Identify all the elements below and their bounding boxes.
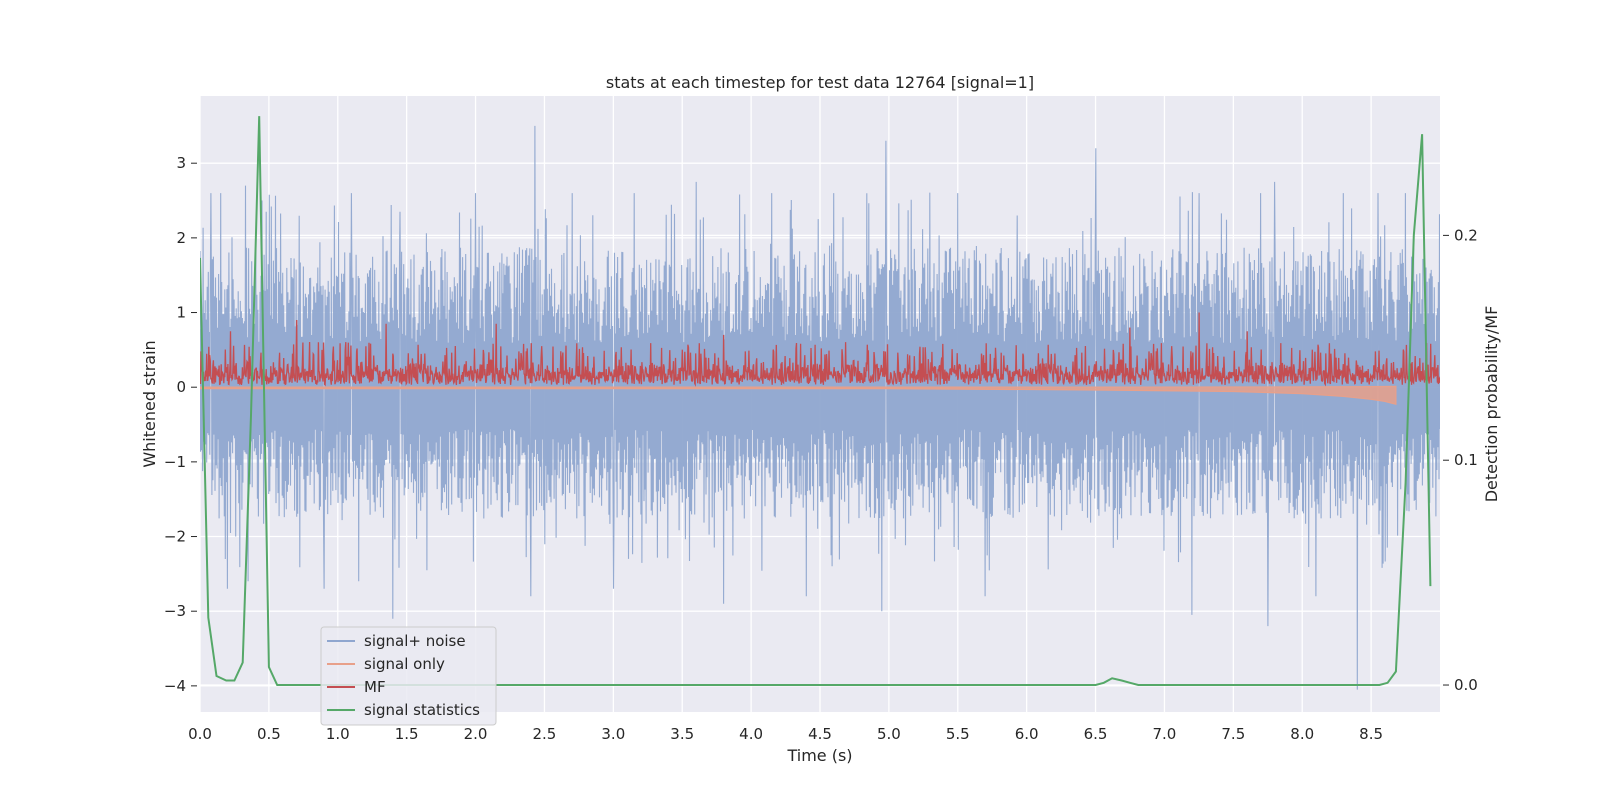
y2-axis-label: Detection probability/MF [1482, 306, 1501, 503]
x-tick-label: 5.5 [946, 725, 970, 743]
x-tick-label: 7.0 [1153, 725, 1177, 743]
series-signal-only-line [200, 385, 1397, 405]
y2-tick-label: 0.1 [1454, 451, 1478, 469]
y-tick-label: −1 [164, 453, 186, 471]
x-tick-label: 2.0 [464, 725, 488, 743]
tick-labels: 0.0 0.5 1.0 1.5 2.0 2.5 3.0 3.5 4.0 4.5 5.0 5.5 6.0 6… [164, 154, 1478, 743]
x-tick-label: 8.0 [1290, 725, 1314, 743]
x-axis-label: Time (s) [786, 746, 852, 765]
legend-label: signal only [364, 655, 445, 673]
x-tick-label: 5.0 [877, 725, 901, 743]
x-tick-label: 0.0 [188, 725, 212, 743]
series-mf-line [200, 312, 1440, 387]
x-tick-label: 6.5 [1084, 725, 1108, 743]
legend: signal+ noise signal only MF signal statist… [320, 626, 497, 726]
y-axis-label: Whitened strain [140, 340, 159, 467]
x-tick-label: 3.5 [670, 725, 694, 743]
x-tick-label: 4.5 [808, 725, 832, 743]
series-signal-statistics-line [200, 116, 1432, 686]
y-tick-label: −4 [164, 677, 186, 695]
legend-label: signal+ noise [364, 632, 466, 650]
x-tick-label: 4.0 [739, 725, 763, 743]
x-tick-label: 1.0 [326, 725, 350, 743]
series-layer [200, 116, 1440, 690]
legend-box [320, 626, 497, 726]
y-tick-label: 1 [176, 304, 186, 322]
x-tick-label: 6.0 [1015, 725, 1039, 743]
legend-label: signal statistics [364, 701, 480, 719]
x-tick-label: 8.5 [1359, 725, 1383, 743]
x-tick-label: 0.5 [257, 725, 281, 743]
x-tick-label: 1.5 [395, 725, 419, 743]
x-tick-label: 3.0 [601, 725, 625, 743]
y-tick-label: −3 [164, 602, 186, 620]
legend-label: MF [364, 678, 386, 696]
y-tick-label: 3 [176, 154, 186, 172]
chart-title: stats at each timestep for test data 127… [606, 73, 1034, 92]
y2-tick-label: 0.2 [1454, 226, 1478, 244]
x-tick-label: 7.5 [1221, 725, 1245, 743]
y-tick-label: 0 [176, 378, 186, 396]
y-tick-label: −2 [164, 528, 186, 546]
series-signal-noise-line [200, 125, 1440, 690]
x-tick-label: 2.5 [533, 725, 557, 743]
y2-tick-label: 0.0 [1454, 676, 1478, 694]
y-tick-label: 2 [176, 229, 186, 247]
